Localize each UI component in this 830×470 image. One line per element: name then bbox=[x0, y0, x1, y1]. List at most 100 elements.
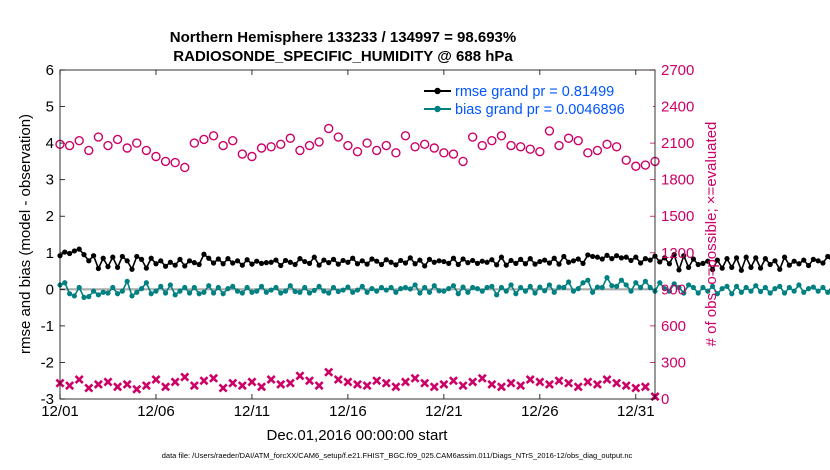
rmse-point bbox=[306, 260, 313, 266]
rmse-point bbox=[695, 261, 701, 268]
bias-point bbox=[249, 289, 255, 295]
bias-point bbox=[201, 289, 207, 295]
y-right-tick-label: 2700 bbox=[661, 62, 694, 79]
obs-evaluated-point bbox=[525, 374, 535, 385]
bias-point bbox=[709, 283, 716, 290]
obs-evaluated-stroke bbox=[199, 376, 209, 386]
obs-evaluated-stroke bbox=[333, 374, 343, 385]
bias-point bbox=[743, 284, 749, 291]
rmse-point bbox=[599, 256, 605, 262]
obs-possible-point bbox=[515, 142, 526, 152]
rmse-point bbox=[561, 253, 567, 260]
rmse-point bbox=[594, 254, 601, 260]
obs-evaluated-point bbox=[343, 377, 353, 387]
obs-evaluated-point bbox=[592, 379, 602, 389]
bias-point bbox=[666, 288, 673, 294]
obs-possible-point bbox=[410, 142, 420, 152]
obs-evaluated-stroke bbox=[381, 378, 391, 388]
obs-evaluated-point bbox=[640, 382, 650, 392]
obs-possible-point bbox=[84, 145, 94, 156]
rmse-point bbox=[398, 257, 404, 264]
obs-possible-point bbox=[611, 142, 622, 152]
rmse-point bbox=[786, 262, 792, 268]
legend-box bbox=[419, 78, 653, 120]
bias-point bbox=[527, 283, 533, 290]
rmse-point bbox=[753, 255, 759, 261]
obs-possible-point bbox=[141, 145, 152, 156]
bias-point bbox=[431, 283, 437, 289]
bias-point bbox=[825, 289, 830, 295]
y-left-tick-label: 5 bbox=[46, 99, 54, 116]
bias-point bbox=[90, 288, 97, 294]
y-right-tick-label: 2100 bbox=[661, 135, 694, 152]
obs-evaluated-point bbox=[247, 377, 257, 387]
obs-evaluated-point bbox=[487, 379, 497, 389]
obs-possible-point bbox=[583, 148, 593, 158]
obs-possible-point bbox=[573, 135, 583, 146]
bias-point bbox=[158, 283, 164, 290]
x-tick-label: 12/26 bbox=[521, 403, 559, 420]
rmse-point bbox=[460, 256, 466, 262]
rmse-point bbox=[239, 262, 245, 268]
rmse-point bbox=[215, 256, 221, 262]
obs-possible-point bbox=[496, 131, 507, 141]
bias-point bbox=[114, 291, 121, 297]
obs-evaluated-point bbox=[496, 382, 506, 392]
rmse-point bbox=[138, 256, 145, 262]
rmse-point bbox=[105, 264, 111, 270]
bias-point bbox=[753, 283, 759, 289]
obs-possible-point bbox=[170, 157, 180, 168]
bias-point bbox=[614, 283, 620, 290]
rmse-point bbox=[422, 263, 428, 269]
bias-point bbox=[441, 288, 447, 294]
obs-evaluated-point bbox=[612, 378, 622, 388]
obs-evaluated-stroke bbox=[93, 379, 103, 389]
rmse-point bbox=[225, 256, 231, 262]
y-right-tick-label: 1500 bbox=[661, 208, 694, 225]
bias-point bbox=[724, 283, 730, 290]
bias-point bbox=[685, 282, 692, 288]
obs-evaluated-point bbox=[535, 377, 545, 387]
obs-possible-point bbox=[247, 151, 257, 162]
x-axis-label: Dec.01,2016 00:00:00 start bbox=[267, 427, 449, 444]
y-right-tick-label: 2400 bbox=[661, 99, 694, 116]
rmse-point bbox=[570, 258, 577, 264]
obs-possible-point bbox=[640, 160, 651, 170]
rmse-point bbox=[292, 261, 298, 268]
obs-evaluated-point bbox=[189, 381, 199, 391]
rmse-point bbox=[815, 258, 821, 264]
bias-point bbox=[537, 284, 543, 290]
obs-possible-point bbox=[228, 135, 238, 146]
bias-point bbox=[719, 286, 725, 292]
bias-point bbox=[484, 284, 490, 291]
bias-point bbox=[148, 291, 154, 297]
obs-possible-point bbox=[218, 140, 228, 151]
rmse-point bbox=[796, 261, 802, 267]
rmse-point bbox=[690, 256, 696, 262]
bias-point bbox=[129, 293, 135, 299]
obs-evaluated-point bbox=[583, 377, 593, 387]
bias-point bbox=[508, 282, 514, 288]
bias-point bbox=[172, 292, 178, 298]
rmse-point bbox=[230, 260, 236, 266]
bias-point bbox=[340, 287, 346, 293]
bias-point bbox=[599, 284, 605, 291]
bias-point bbox=[422, 284, 428, 291]
bias-point bbox=[177, 288, 183, 294]
obs-possible-point bbox=[151, 151, 161, 162]
obs-possible-point bbox=[371, 145, 382, 156]
obs-evaluated-stroke bbox=[535, 377, 545, 387]
bias-point bbox=[580, 280, 586, 286]
rmse-point bbox=[647, 257, 653, 263]
bias-point bbox=[662, 286, 668, 292]
obs-evaluated-stroke bbox=[324, 367, 334, 377]
bias-point bbox=[81, 294, 87, 300]
obs-possible-point bbox=[132, 138, 142, 148]
rmse-point bbox=[254, 258, 260, 264]
bias-point bbox=[282, 288, 289, 294]
obs-evaluated-point bbox=[468, 377, 478, 387]
bias-point bbox=[383, 287, 389, 293]
obs-evaluated-stroke bbox=[209, 373, 219, 383]
bias-point bbox=[623, 282, 629, 288]
bias-point bbox=[62, 280, 68, 286]
